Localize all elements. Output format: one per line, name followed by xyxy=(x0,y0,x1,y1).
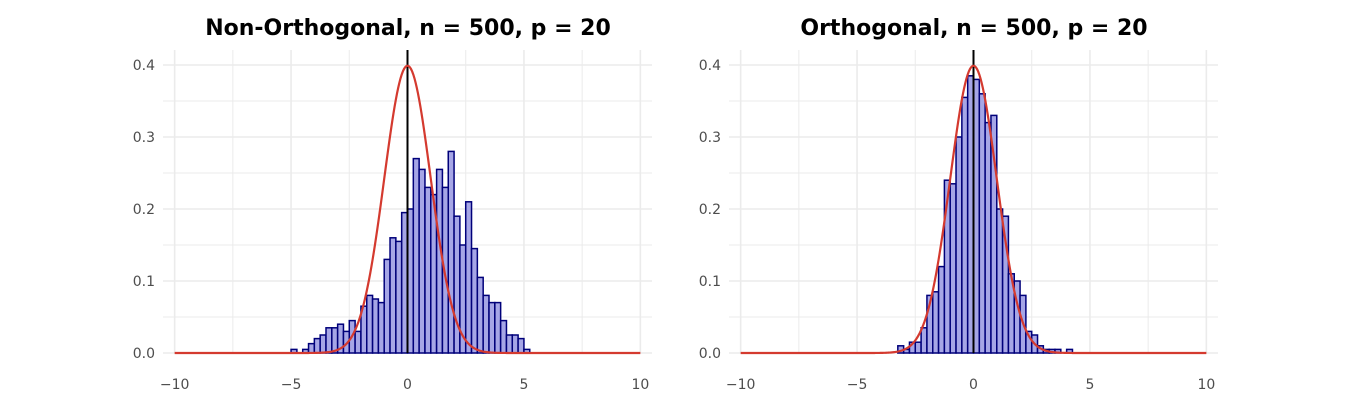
histogram-bar xyxy=(418,168,426,354)
histogram-bar xyxy=(932,291,940,354)
histogram-bar xyxy=(412,157,420,354)
histogram-bar xyxy=(354,330,362,354)
histogram-bar xyxy=(517,337,525,354)
histogram-bar xyxy=(505,334,514,354)
histogram-bar xyxy=(447,150,455,354)
x-tick-label: 5 xyxy=(519,377,528,393)
histogram-bar xyxy=(996,208,1004,354)
histogram-bar xyxy=(476,276,484,354)
y-tick-label: 0.1 xyxy=(133,274,155,290)
y-tick-label: 0.0 xyxy=(699,346,721,362)
x-tick-label: −10 xyxy=(726,377,756,393)
histogram-bar xyxy=(464,201,473,354)
x-tick-label: 10 xyxy=(631,377,649,393)
histogram-bar xyxy=(313,337,321,354)
x-tick-label: 5 xyxy=(1085,377,1094,393)
histogram-bar xyxy=(978,93,986,354)
histogram-bar xyxy=(371,298,380,354)
histogram-bar xyxy=(435,168,444,354)
y-tick-label: 0.3 xyxy=(699,130,721,146)
histogram-bar xyxy=(470,247,479,354)
chart-panel-1: 0.0 0.1 0.2 0.3 0.4 −10 −5 0 5 10 Non-Orthogonal, … xyxy=(133,16,652,393)
histogram-bar xyxy=(499,319,508,354)
y-tick-label: 0.1 xyxy=(699,274,721,290)
y-tick-label: 0.0 xyxy=(133,346,155,362)
x-tick-label: −5 xyxy=(847,377,868,393)
x-tick-label: 0 xyxy=(969,377,978,393)
y-tick-label: 0.3 xyxy=(133,130,155,146)
histogram-bar xyxy=(383,258,391,354)
x-tick-label: −10 xyxy=(160,377,190,393)
y-tick-label: 0.4 xyxy=(133,58,155,74)
histogram-bar xyxy=(961,96,969,354)
histogram-bar xyxy=(488,301,496,354)
histogram-bar xyxy=(920,327,928,354)
histogram-bar xyxy=(319,334,327,354)
density-curve xyxy=(174,64,641,355)
chart-title: Orthogonal, n = 500, p = 20 xyxy=(800,16,1147,41)
histogram-bar xyxy=(366,294,374,354)
y-tick-label: 0.2 xyxy=(133,202,155,218)
histogram-bar xyxy=(482,294,490,354)
histogram-bar xyxy=(511,334,519,354)
histogram-bar xyxy=(984,121,992,354)
histogram-bar xyxy=(494,301,502,354)
histogram-bar xyxy=(453,215,461,354)
histogram-bar xyxy=(955,136,963,354)
histogram-bar xyxy=(395,240,403,354)
histogram-bar xyxy=(937,265,946,354)
histogram-bar xyxy=(377,301,385,354)
histogram-bar xyxy=(389,237,397,354)
y-tick-label: 0.2 xyxy=(699,202,721,218)
y-tick-label: 0.4 xyxy=(699,58,721,74)
histogram-bar xyxy=(325,327,333,354)
density-curve xyxy=(740,64,1207,355)
x-tick-label: −5 xyxy=(281,377,302,393)
histogram-bar xyxy=(914,341,922,354)
histogram-bar xyxy=(949,183,957,354)
chart-panel-2: 0.0 0.1 0.2 0.3 0.4 −10 −5 0 5 10 Orthogonal, n = … xyxy=(699,16,1218,393)
histogram-bar xyxy=(307,342,316,354)
x-tick-label: 0 xyxy=(403,377,412,393)
x-tick-label: 10 xyxy=(1197,377,1215,393)
histogram-bar xyxy=(424,186,432,354)
chart-title: Non-Orthogonal, n = 500, p = 20 xyxy=(205,16,611,41)
